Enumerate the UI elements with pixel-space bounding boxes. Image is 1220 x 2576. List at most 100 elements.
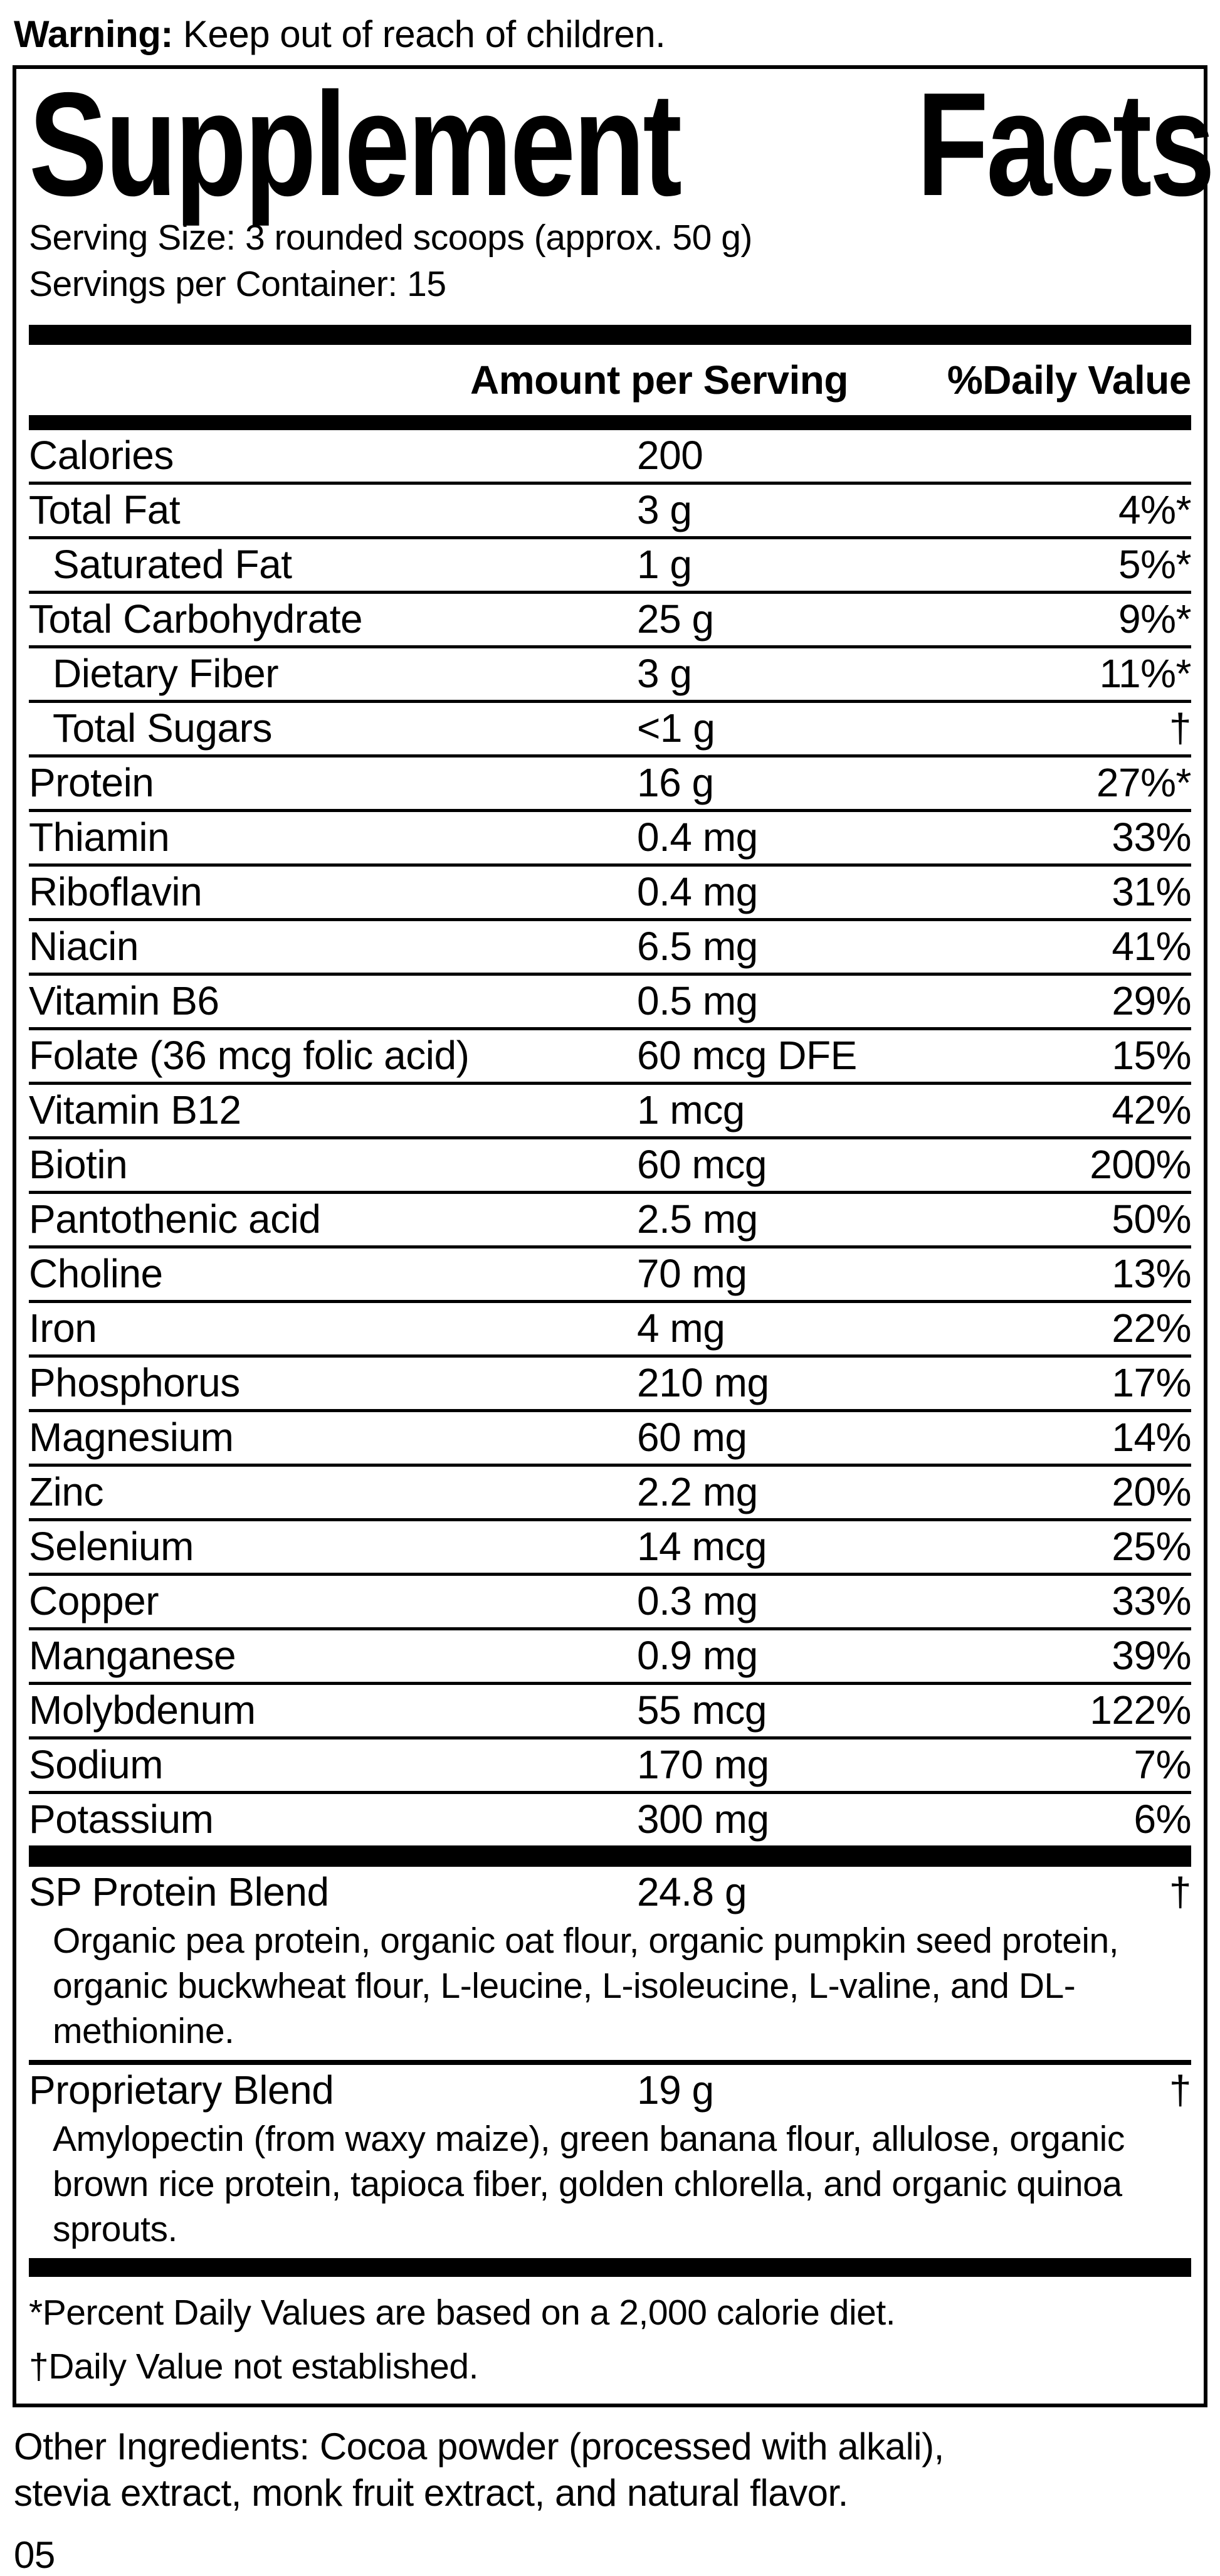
nutrient-row: Copper 0.3 mg 33% [29,1576,1191,1630]
nutrient-row: Total Sugars <1 g † [29,703,1191,757]
column-header-amount: Amount per Serving [470,357,848,403]
footnote-dagger: †Daily Value not established. [29,2346,478,2387]
nutrient-row: Vitamin B12 1 mcg 42% [29,1085,1191,1139]
serving-info: Serving Size: 3 rounded scoops (approx. … [29,214,1191,307]
nutrient-daily-value: 11%* [1099,651,1192,696]
nutrient-row: Niacin 6.5 mg 41% [29,921,1191,976]
nutrient-amount: 14 mcg [637,1524,767,1569]
nutrient-row: Iron 4 mg 22% [29,1303,1191,1358]
nutrient-label: Manganese [29,1633,236,1678]
nutrient-label: Biotin [29,1142,128,1187]
nutrient-amount: 2.5 mg [637,1196,758,1242]
nutrient-row: Phosphorus 210 mg 17% [29,1358,1191,1412]
nutrient-row: Magnesium 60 mg 14% [29,1412,1191,1467]
nutrient-row: Selenium 14 mcg 25% [29,1521,1191,1576]
footnote-asterisk: *Percent Daily Values are based on a 2,0… [29,2293,896,2333]
nutrient-row: Riboflavin 0.4 mg 31% [29,867,1191,921]
nutrient-daily-value: 39% [1112,1633,1191,1678]
nutrient-row: Molybdenum 55 mcg 122% [29,1685,1191,1739]
nutrient-amount: 3 g [637,651,692,696]
nutrient-daily-value: 25% [1112,1524,1191,1569]
blend-ingredients: Amylopectin (from waxy maize), green ban… [53,2119,1125,2249]
nutrient-amount: 60 mcg [637,1142,767,1187]
nutrient-label: Phosphorus [29,1360,240,1405]
nutrient-daily-value: 50% [1112,1196,1191,1242]
nutrient-amount: <1 g [637,705,715,751]
nutrient-label: Potassium [29,1797,214,1842]
column-header-daily-value: %Daily Value [947,357,1192,403]
nutrient-row: Vitamin B6 0.5 mg 29% [29,976,1191,1030]
blend-row: Proprietary Blend 19 g † [29,2065,1191,2116]
nutrient-row: Folate (36 mcg folic acid) 60 mcg DFE 15% [29,1030,1191,1085]
nutrient-label: Folate (36 mcg folic acid) [29,1033,470,1078]
nutrient-row: Manganese 0.9 mg 39% [29,1630,1191,1685]
nutrient-amount: 1 mcg [637,1087,745,1132]
nutrient-label: Total Sugars [53,705,272,751]
nutrient-label: Pantothenic acid [29,1196,321,1242]
nutrient-amount: 70 mg [637,1251,747,1296]
nutrient-row: Zinc 2.2 mg 20% [29,1467,1191,1521]
nutrient-row: Total Carbohydrate 25 g 9%* [29,594,1191,648]
nutrient-label: Protein [29,760,154,805]
nutrient-row: Pantothenic acid 2.5 mg 50% [29,1194,1191,1248]
nutrient-daily-value: 20% [1112,1469,1191,1514]
nutrient-daily-value: 33% [1112,1578,1191,1623]
nutrient-daily-value: 200% [1090,1142,1191,1187]
nutrient-amount: 0.3 mg [637,1578,758,1623]
nutrient-row: Sodium 170 mg 7% [29,1739,1191,1794]
nutrient-label: Total Fat [29,487,181,532]
nutrient-label: Vitamin B6 [29,978,219,1023]
nutrient-daily-value: 15% [1112,1033,1191,1078]
nutrient-label: Riboflavin [29,869,202,914]
nutrient-daily-value: 9%* [1118,596,1191,641]
nutrient-daily-value: 27%* [1096,760,1192,805]
nutrient-row: Calories 200 [29,430,1191,485]
nutrient-row: Saturated Fat 1 g 5%* [29,539,1191,594]
blend-row: SP Protein Blend 24.8 g † [29,1867,1191,1918]
nutrient-daily-value: 29% [1112,978,1191,1023]
nutrient-label: Zinc [29,1469,103,1514]
nutrient-label: Selenium [29,1524,194,1569]
nutrient-label: Copper [29,1578,159,1623]
supplement-facts-panel: Supplement Facts Serving Size: 3 rounded… [13,65,1215,2407]
nutrient-label: Saturated Fat [53,542,292,587]
nutrient-daily-value: 14% [1112,1415,1191,1460]
blend-ingredients: Organic pea protein, organic oat flour, … [53,1921,1119,2051]
divider-bar-footnotes [29,2258,1191,2277]
column-header-row: Amount per Serving %Daily Value [29,345,1191,415]
nutrient-label: Vitamin B12 [29,1087,241,1132]
page-number: 05 [14,2534,55,2576]
nutrient-daily-value: 33% [1112,815,1191,860]
nutrient-row: Dietary Fiber 3 g 11%* [29,648,1191,703]
nutrient-amount: 0.4 mg [637,815,758,860]
nutrient-label: Magnesium [29,1415,234,1460]
nutrient-label: Iron [29,1306,97,1351]
nutrient-amount: 210 mg [637,1360,769,1405]
nutrient-amount: 300 mg [637,1797,769,1842]
blend-label: SP Protein Blend [29,1869,329,1914]
blend-amount: 19 g [637,2067,714,2113]
nutrient-daily-value: 4%* [1118,487,1191,532]
nutrient-amount: 200 [637,433,703,478]
nutrient-amount: 0.4 mg [637,869,758,914]
nutrient-daily-value: 7% [1133,1742,1191,1787]
nutrient-label: Sodium [29,1742,164,1787]
nutrient-amount: 2.2 mg [637,1469,758,1514]
blend-daily-value: † [1169,2067,1192,2113]
serving-size: Serving Size: 3 rounded scoops (approx. … [29,218,752,258]
servings-per-container: Servings per Container: 15 [29,264,446,304]
other-ingredients: Other Ingredients: Cocoa powder (process… [14,2426,944,2514]
nutrient-amount: 4 mg [637,1306,725,1351]
blend-section-sp-protein: SP Protein Blend 24.8 g † Organic pea pr… [29,1867,1191,2060]
divider-bar-top [29,325,1191,345]
nutrient-daily-value: 41% [1112,924,1191,969]
footnotes: *Percent Daily Values are based on a 2,0… [29,2277,1191,2404]
nutrient-daily-value: † [1169,705,1192,751]
nutrient-amount: 0.9 mg [637,1633,758,1678]
divider-bar-header [29,415,1191,430]
warning-label: Warning: [14,13,173,55]
nutrient-daily-value: 22% [1112,1306,1191,1351]
nutrient-amount: 0.5 mg [637,978,758,1023]
nutrient-label: Molybdenum [29,1687,256,1733]
nutrient-row: Biotin 60 mcg 200% [29,1139,1191,1194]
